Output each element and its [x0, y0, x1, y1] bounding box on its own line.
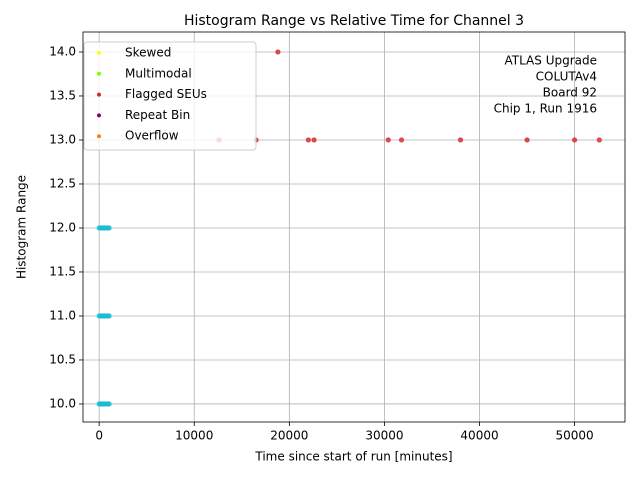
- scatter-point: [524, 137, 530, 143]
- y-tick-label: 12.5: [49, 176, 76, 190]
- scatter-point: [596, 137, 603, 143]
- scatter-point: [571, 137, 578, 143]
- scatter-point: [275, 49, 281, 55]
- x-axis-label: Time since start of run [minutes]: [254, 450, 452, 464]
- x-tick-label: 30000: [365, 429, 403, 443]
- legend-marker: [97, 71, 101, 76]
- legend-label: Flagged SEUs: [125, 87, 207, 101]
- legend: Skewed Multimodal Flagged SEUs Repeat Bin Ov…: [83, 41, 257, 151]
- legend-marker: [97, 51, 101, 55]
- annotation: COLUTAv4: [536, 70, 597, 84]
- scatter-point: [106, 401, 112, 407]
- y-tick-label: 13.0: [49, 132, 76, 146]
- y-tick-label: 12.0: [49, 220, 76, 234]
- x-tick-label: 40000: [460, 429, 498, 443]
- plot-frame: [82, 31, 626, 423]
- y-tick-label: 13.5: [49, 88, 76, 102]
- scatter-point: [385, 137, 391, 143]
- annotation: Chip 1, Run 1916: [494, 102, 597, 116]
- legend-label: Skewed: [125, 46, 171, 60]
- legend-label: Multimodal: [125, 66, 192, 80]
- chart-title: Histogram Range vs Relative Time for Cha…: [184, 13, 524, 29]
- scatter-point: [311, 137, 317, 143]
- y-tick-label: 14.0: [49, 44, 76, 58]
- legend-box: [83, 41, 257, 151]
- y-tick-label: 11.5: [49, 264, 76, 278]
- legend-marker: [97, 92, 101, 97]
- scatter-point: [398, 137, 405, 143]
- scatter-point: [457, 137, 464, 143]
- legend-marker: [97, 134, 101, 139]
- x-tick-label: 20000: [270, 429, 308, 443]
- y-tick-label: 10.0: [49, 396, 76, 410]
- y-axis-label: Histogram Range: [15, 175, 29, 279]
- x-tick-label: 0: [95, 429, 103, 443]
- annotation: ATLAS Upgrade: [504, 54, 597, 68]
- legend-label: Overflow: [125, 129, 179, 143]
- x-tick-label: 50000: [556, 429, 594, 443]
- scatter-point: [106, 225, 112, 231]
- annotation: Board 92: [543, 86, 597, 100]
- scatter-point: [106, 313, 112, 319]
- y-tick-label: 10.5: [49, 352, 76, 366]
- legend-marker: [97, 113, 101, 118]
- legend-label: Repeat Bin: [125, 108, 190, 122]
- y-tick-label: 11.0: [49, 308, 76, 322]
- scatter-point: [305, 137, 312, 143]
- x-tick-label: 10000: [175, 429, 213, 443]
